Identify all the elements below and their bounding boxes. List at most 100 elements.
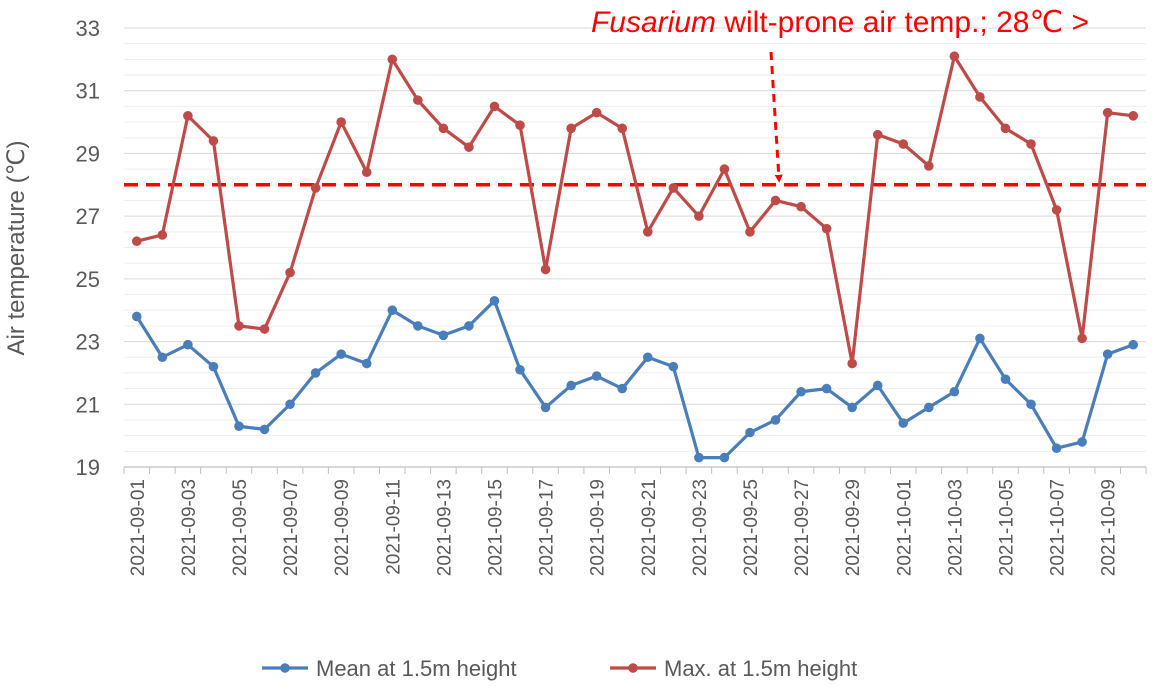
data-point bbox=[745, 427, 755, 438]
x-tick-label: 2021-09-15 bbox=[485, 479, 506, 576]
data-point bbox=[157, 230, 168, 240]
y-tick-label: 29 bbox=[76, 141, 100, 166]
data-point bbox=[208, 361, 219, 372]
legend-item-max: Max. at 1.5m height bbox=[610, 656, 857, 681]
data-point bbox=[1077, 333, 1087, 344]
x-axis: 2021-09-01 2021-09-03 2021-09-05 2021-09-07… bbox=[123, 466, 1147, 576]
data-point bbox=[208, 136, 219, 146]
data-point bbox=[1026, 139, 1036, 149]
y-axis-ticks: 19 21 23 25 27 29 31 33 bbox=[76, 16, 100, 480]
data-point bbox=[566, 123, 576, 134]
data-point bbox=[821, 383, 832, 394]
data-point bbox=[131, 311, 142, 322]
data-point bbox=[617, 123, 628, 134]
data-point bbox=[872, 129, 883, 140]
data-point bbox=[1128, 111, 1139, 121]
data-point bbox=[259, 324, 270, 334]
data-point bbox=[796, 386, 806, 397]
data-point bbox=[515, 364, 525, 375]
series-max bbox=[131, 51, 1139, 369]
data-point bbox=[898, 418, 909, 428]
data-point bbox=[310, 368, 321, 378]
legend-label: Max. at 1.5m height bbox=[664, 656, 857, 681]
gridlines bbox=[124, 27, 1146, 452]
data-point bbox=[591, 107, 602, 118]
annotation-text: Fusarium wilt-prone air temp.; 28℃ > bbox=[591, 6, 1089, 39]
data-point bbox=[336, 349, 346, 359]
annotation-italic: Fusarium bbox=[591, 6, 716, 39]
y-tick-label: 31 bbox=[76, 79, 100, 104]
data-point bbox=[591, 371, 602, 381]
x-tick-label: 2021-09-29 bbox=[843, 479, 864, 576]
data-point bbox=[387, 305, 398, 316]
x-tick-label: 2021-09-11 bbox=[383, 479, 404, 575]
y-axis-title: Air temperature (℃) bbox=[3, 140, 30, 355]
data-point bbox=[234, 421, 244, 432]
x-tick-label: 2021-09-13 bbox=[434, 479, 455, 576]
data-point bbox=[617, 383, 628, 394]
data-point bbox=[464, 142, 474, 152]
x-tick-label: 2021-10-09 bbox=[1099, 479, 1120, 576]
data-point bbox=[1102, 349, 1113, 359]
y-tick-label: 21 bbox=[76, 392, 100, 417]
data-point bbox=[975, 92, 985, 102]
data-point bbox=[336, 117, 346, 127]
data-point bbox=[770, 415, 781, 425]
data-point bbox=[413, 321, 423, 331]
data-point bbox=[1000, 123, 1011, 134]
data-point bbox=[183, 339, 193, 350]
data-point bbox=[566, 380, 576, 391]
annotation-rest: wilt-prone air temp.; 28℃ > bbox=[716, 6, 1089, 39]
x-tick-label: 2021-09-21 bbox=[639, 479, 660, 576]
data-point bbox=[438, 330, 449, 341]
x-tick-label: 2021-10-03 bbox=[945, 479, 966, 576]
x-tick-label: 2021-09-01 bbox=[128, 479, 149, 576]
y-tick-label: 23 bbox=[76, 330, 100, 355]
data-point bbox=[489, 296, 500, 306]
data-point bbox=[949, 386, 960, 397]
series-line bbox=[136, 54, 1134, 366]
data-point bbox=[540, 402, 551, 413]
y-tick-label: 33 bbox=[76, 16, 100, 41]
data-point bbox=[489, 101, 500, 112]
y-tick-label: 27 bbox=[76, 204, 100, 229]
data-point bbox=[285, 267, 295, 278]
data-point bbox=[898, 139, 909, 149]
data-point bbox=[1026, 399, 1036, 410]
x-tick-label: 2021-09-23 bbox=[690, 479, 711, 576]
data-point bbox=[1000, 374, 1011, 385]
x-tick-label: 2021-09-25 bbox=[741, 479, 762, 576]
data-point bbox=[924, 402, 934, 413]
data-point bbox=[259, 424, 270, 435]
legend-item-mean: Mean at 1.5m height bbox=[262, 656, 517, 681]
legend: Mean at 1.5m height Max. at 1.5m height bbox=[262, 656, 857, 681]
series-layer bbox=[131, 51, 1139, 463]
data-point bbox=[131, 236, 142, 247]
data-point bbox=[975, 333, 985, 344]
x-tick-label: 2021-10-07 bbox=[1048, 479, 1069, 576]
y-tick-label: 19 bbox=[76, 455, 100, 480]
x-tick-label: 2021-09-03 bbox=[179, 479, 200, 576]
data-point bbox=[157, 352, 168, 363]
data-point bbox=[1051, 205, 1062, 215]
data-point bbox=[1051, 443, 1062, 453]
x-tick-label: 2021-10-05 bbox=[996, 479, 1017, 576]
data-point bbox=[387, 54, 398, 65]
data-point bbox=[719, 452, 730, 463]
data-point bbox=[285, 399, 295, 410]
data-point bbox=[796, 201, 806, 212]
x-tick-label: 2021-09-17 bbox=[537, 479, 558, 576]
data-point bbox=[872, 380, 883, 391]
series-mean bbox=[131, 296, 1139, 463]
data-point bbox=[847, 358, 857, 369]
data-point bbox=[924, 161, 934, 171]
data-point bbox=[1102, 107, 1113, 118]
data-point bbox=[847, 402, 857, 413]
data-point bbox=[668, 361, 679, 372]
y-tick-label: 25 bbox=[76, 267, 100, 292]
x-tick-label: 2021-09-07 bbox=[281, 479, 302, 576]
annotation-arrow bbox=[769, 51, 783, 183]
x-tick-label: 2021-10-01 bbox=[894, 479, 915, 576]
x-tick-label: 2021-09-19 bbox=[588, 479, 609, 576]
